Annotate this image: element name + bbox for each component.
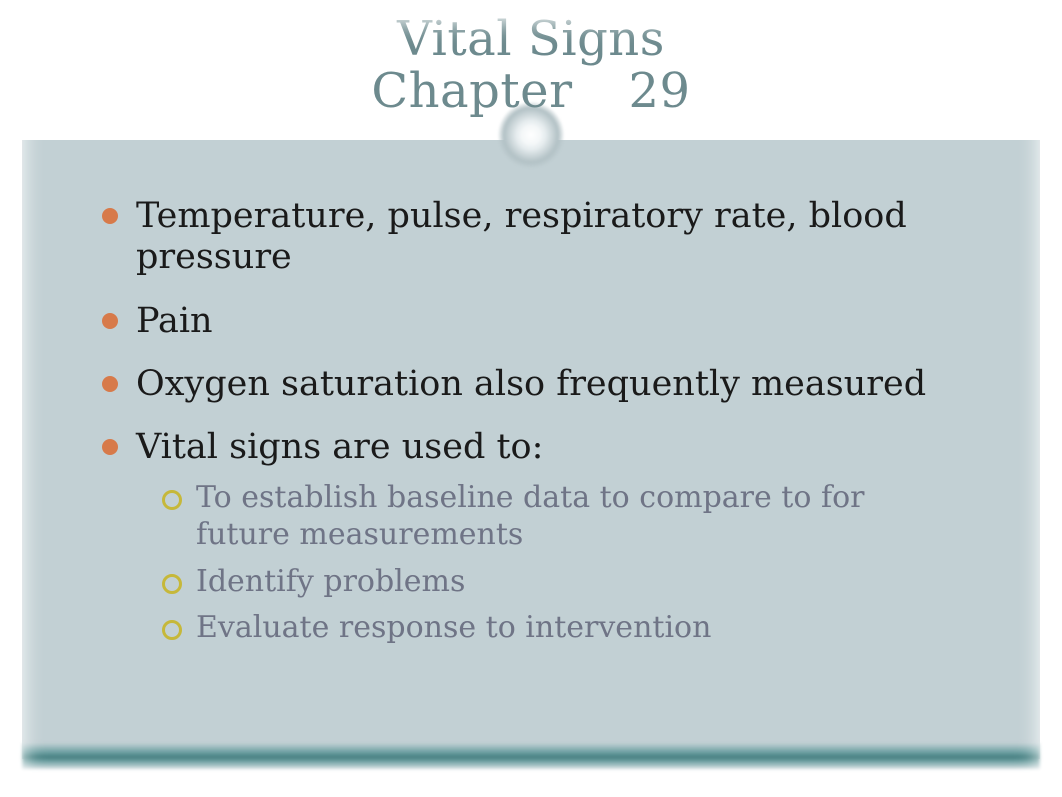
bullet-list: Temperature, pulse, respiratory rate, bl…	[96, 196, 966, 647]
title-block: Vital Signs Chapter 29	[0, 14, 1062, 118]
sub-bullet-list: To establish baseline data to compare to…	[136, 480, 966, 646]
list-item: Temperature, pulse, respiratory rate, bl…	[96, 196, 966, 279]
sub-list-item: Identify problems	[156, 564, 966, 601]
sub-list-item-text: To establish baseline data to compare to…	[196, 480, 864, 552]
bottom-accent-bar	[22, 743, 1040, 769]
sub-list-item-text: Evaluate response to intervention	[196, 610, 711, 645]
sub-list-item: To establish baseline data to compare to…	[156, 480, 966, 553]
list-item: Vital signs are used to: To establish ba…	[96, 427, 966, 647]
title-line-1: Vital Signs	[0, 14, 1062, 66]
list-item-text: Oxygen saturation also frequently measur…	[136, 364, 926, 404]
sub-list-item: Evaluate response to intervention	[156, 610, 966, 647]
list-item-text: Vital signs are used to:	[136, 427, 543, 467]
list-item: Pain	[96, 301, 966, 342]
title-line-2a: Chapter	[371, 63, 572, 119]
list-item: Oxygen saturation also frequently measur…	[96, 364, 966, 405]
sub-list-item-text: Identify problems	[196, 564, 465, 599]
content-area: Temperature, pulse, respiratory rate, bl…	[96, 196, 966, 669]
list-item-text: Temperature, pulse, respiratory rate, bl…	[136, 196, 907, 277]
slide: Vital Signs Chapter 29 Temperature, pulse…	[0, 0, 1062, 797]
title-line-2b: 29	[629, 63, 691, 119]
list-item-text: Pain	[136, 301, 213, 341]
title-line-2: Chapter 29	[0, 66, 1062, 118]
